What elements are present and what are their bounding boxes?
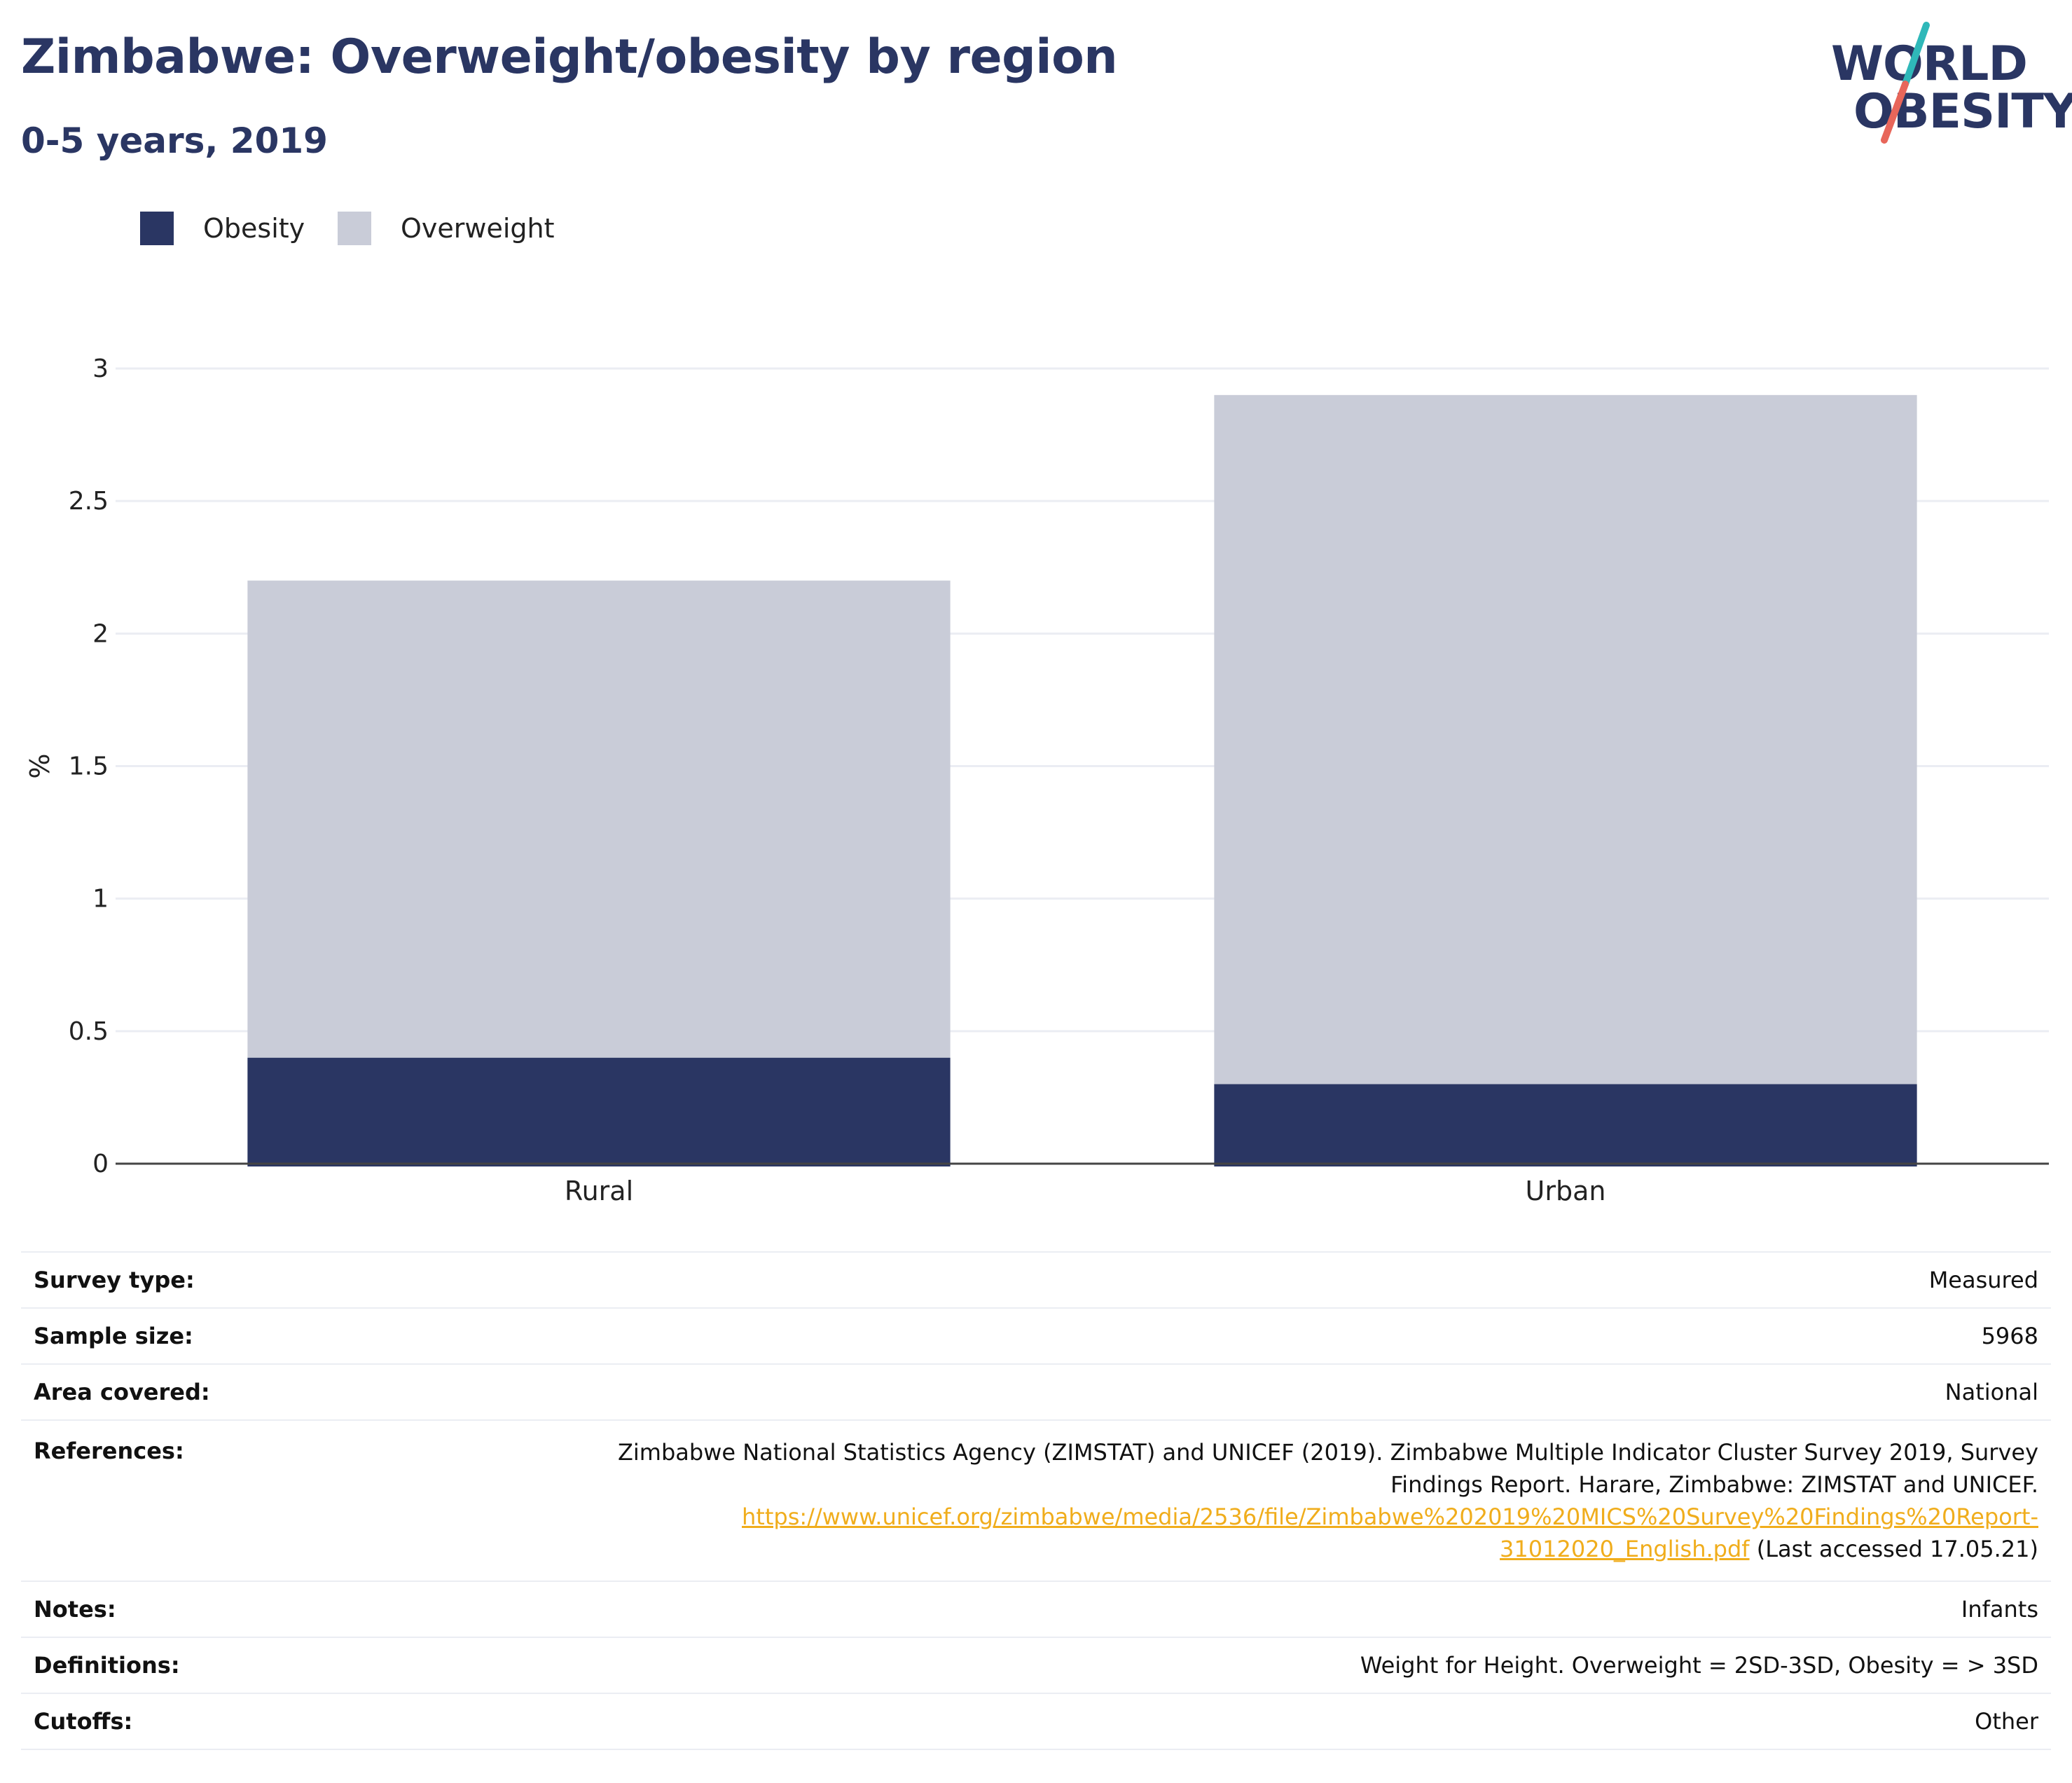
reference-text: Zimbabwe National Statistics Agency (ZIM… (617, 1439, 2038, 1498)
legend-label-overweight: Overweight (401, 213, 555, 244)
info-row-references: References: Zimbabwe National Statistics… (21, 1419, 2051, 1581)
info-value-survey-type: Measured (537, 1251, 2051, 1308)
legend-swatch-obesity (140, 212, 174, 245)
x-tick-label: Rural (565, 1176, 633, 1206)
logo-slash-teal (1902, 22, 1930, 88)
info-value-references: Zimbabwe National Statistics Agency (ZIM… (537, 1419, 2051, 1581)
y-tick-labels: 0 0.5 1 1.5 2 2.5 3 (69, 354, 109, 1178)
info-row-notes: Notes: Infants (21, 1581, 2051, 1637)
chart-title: Zimbabwe: Overweight/obesity by region (21, 29, 1118, 85)
logo-slash-coral (1881, 81, 1909, 144)
info-value-definitions: Weight for Height. Overweight = 2SD-3SD,… (537, 1637, 2051, 1693)
info-row-survey-type: Survey type: Measured (21, 1251, 2051, 1308)
survey-info-table: Survey type: Measured Sample size: 5968 … (21, 1251, 2051, 1750)
info-key-cutoffs: Cutoffs: (21, 1693, 537, 1750)
y-tick-label: 0 (92, 1150, 109, 1178)
info-row-definitions: Definitions: Weight for Height. Overweig… (21, 1637, 2051, 1693)
y-axis-label: % (25, 753, 55, 778)
y-tick-label: 1.5 (69, 752, 109, 781)
reference-link[interactable]: https://www.unicef.org/zimbabwe/media/25… (742, 1503, 2038, 1562)
bar-urban-overweight (1214, 394, 1917, 1085)
info-key-sample-size: Sample size: (21, 1307, 537, 1364)
x-tick-label: Urban (1526, 1176, 1606, 1206)
info-key-references: References: (21, 1419, 537, 1581)
bars (247, 394, 1917, 1166)
info-row-area-covered: Area covered: National (21, 1363, 2051, 1420)
bar-rural-overweight (247, 580, 951, 1058)
info-row-sample-size: Sample size: 5968 (21, 1307, 2051, 1364)
info-key-survey-type: Survey type: (21, 1251, 537, 1308)
logo-text-world: WORLD (1831, 36, 2028, 92)
world-obesity-logo[interactable]: WORLD OBESITY (1828, 20, 2072, 149)
chart-subtitle: 0-5 years, 2019 (21, 121, 328, 161)
legend-swatch-overweight (338, 212, 371, 245)
bar-urban-obesity (1214, 1084, 1917, 1166)
info-row-cutoffs: Cutoffs: Other (21, 1693, 2051, 1750)
info-value-area-covered: National (537, 1363, 2051, 1420)
legend-label-obesity: Obesity (203, 213, 305, 244)
info-value-cutoffs: Other (537, 1693, 2051, 1750)
logo-slash-icon (1881, 22, 1930, 144)
bar-rural-obesity (247, 1057, 951, 1166)
x-tick-labels: Rural Urban (565, 1176, 1606, 1206)
info-key-definitions: Definitions: (21, 1637, 537, 1693)
y-tick-label: 3 (92, 354, 109, 383)
info-value-notes: Infants (537, 1581, 2051, 1637)
stacked-bar-chart: 0 0.5 1 1.5 2 2.5 3 Rural Urban % (25, 354, 2049, 1206)
y-tick-label: 1 (92, 885, 109, 914)
info-key-area-covered: Area covered: (21, 1363, 537, 1420)
reference-accessed-note: (Last accessed 17.05.21) (1756, 1536, 2038, 1562)
y-tick-label: 0.5 (69, 1017, 109, 1046)
info-value-sample-size: 5968 (537, 1307, 2051, 1364)
y-tick-label: 2.5 (69, 487, 109, 516)
y-tick-label: 2 (92, 619, 109, 648)
info-key-notes: Notes: (21, 1581, 537, 1637)
